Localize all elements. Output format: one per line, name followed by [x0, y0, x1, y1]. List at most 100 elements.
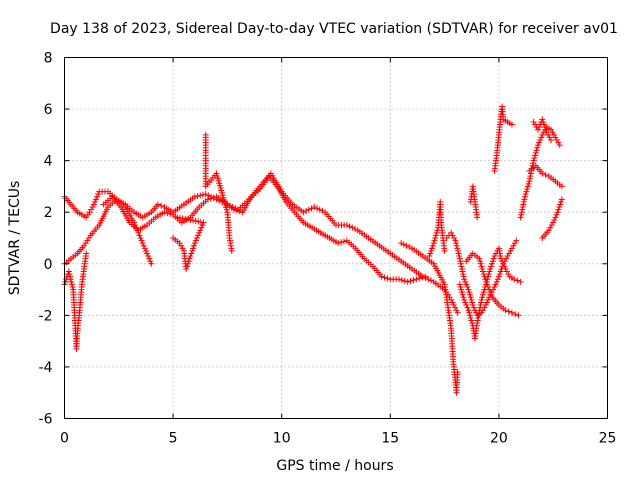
data-point — [553, 211, 560, 218]
data-point — [474, 214, 481, 221]
data-point — [550, 219, 557, 226]
data-point — [178, 242, 185, 249]
data-point — [523, 188, 530, 195]
y-tick-label: 6 — [44, 102, 53, 118]
data-point — [187, 253, 194, 260]
data-point — [352, 225, 359, 232]
data-point — [494, 276, 501, 283]
data-point — [461, 276, 468, 283]
data-point — [195, 232, 202, 239]
data-point — [500, 260, 507, 267]
data-point — [497, 268, 504, 275]
data-point — [184, 263, 191, 270]
x-tick-label: 20 — [490, 431, 508, 447]
data-point — [508, 309, 515, 316]
data-point — [183, 265, 190, 272]
data-point — [531, 155, 538, 162]
data-point — [498, 255, 505, 262]
x-axis-label: GPS time / hours — [276, 458, 393, 474]
data-point — [466, 289, 473, 296]
data-point — [454, 369, 461, 376]
data-point — [552, 134, 559, 141]
data-point — [476, 255, 483, 262]
data-point — [68, 281, 75, 288]
data-point — [148, 260, 155, 267]
data-point — [191, 193, 198, 200]
data-point — [67, 273, 74, 280]
data-point — [479, 265, 486, 272]
data-point — [501, 263, 508, 270]
data-point — [190, 217, 197, 224]
data-point — [230, 206, 237, 213]
data-point — [403, 242, 410, 249]
data-point — [538, 134, 545, 141]
data-point — [158, 202, 165, 209]
data-point — [90, 201, 97, 208]
axis-ticks: 0 5 10 15 20 25 -6 -4 -2 0 2 4 6 8 — [39, 51, 617, 447]
data-point — [416, 275, 423, 282]
x-tick-label: 10 — [273, 431, 291, 447]
data-point — [202, 191, 209, 198]
data-point — [431, 237, 438, 244]
data-point — [480, 271, 487, 278]
data-point — [479, 291, 486, 298]
data-point — [482, 276, 489, 283]
data-point — [502, 265, 509, 272]
data-point — [515, 312, 522, 319]
data-point — [469, 299, 476, 306]
data-point — [449, 232, 456, 239]
data-point — [459, 268, 466, 275]
y-tick-label: 2 — [44, 205, 53, 221]
data-point — [378, 273, 385, 280]
data-point — [508, 121, 515, 128]
data-point — [136, 232, 143, 239]
data-point — [526, 175, 533, 182]
data-point — [197, 192, 204, 199]
data-point — [536, 139, 543, 146]
x-tick-label: 0 — [60, 431, 69, 447]
data-point — [457, 283, 464, 290]
data-point — [487, 289, 494, 296]
data-point — [313, 205, 320, 212]
data-point — [470, 304, 477, 311]
data-point — [177, 214, 184, 221]
data-point — [537, 137, 544, 144]
data-point — [534, 142, 541, 149]
data-point — [89, 204, 96, 211]
data-point — [300, 209, 307, 216]
data-point — [311, 204, 318, 211]
data-point — [464, 283, 471, 290]
data-point — [558, 196, 565, 203]
plot-frame — [64, 57, 608, 419]
y-tick-label: -6 — [39, 412, 53, 428]
data-point — [499, 258, 506, 265]
y-tick-label: -4 — [39, 360, 53, 376]
data-point — [507, 247, 514, 254]
data-point — [558, 198, 565, 205]
data-point — [504, 253, 511, 260]
data-point — [455, 250, 462, 257]
data-point — [511, 276, 518, 283]
data-point — [479, 268, 486, 275]
data-point — [144, 250, 151, 257]
data-point — [429, 245, 436, 252]
data-point — [520, 198, 527, 205]
data-point — [419, 274, 426, 281]
data-point — [486, 268, 493, 275]
data-point — [460, 273, 467, 280]
data-point — [197, 219, 204, 226]
data-point — [487, 265, 494, 272]
data-point — [179, 215, 186, 222]
data-point — [186, 255, 193, 262]
data-point — [448, 229, 455, 236]
data-point — [469, 302, 476, 309]
data-point — [204, 196, 211, 203]
data-point — [549, 129, 556, 136]
data-point — [142, 247, 149, 254]
data-point — [195, 218, 202, 225]
data-point — [533, 147, 540, 154]
data-point — [555, 206, 562, 213]
data-point — [492, 281, 499, 288]
data-point — [505, 271, 512, 278]
